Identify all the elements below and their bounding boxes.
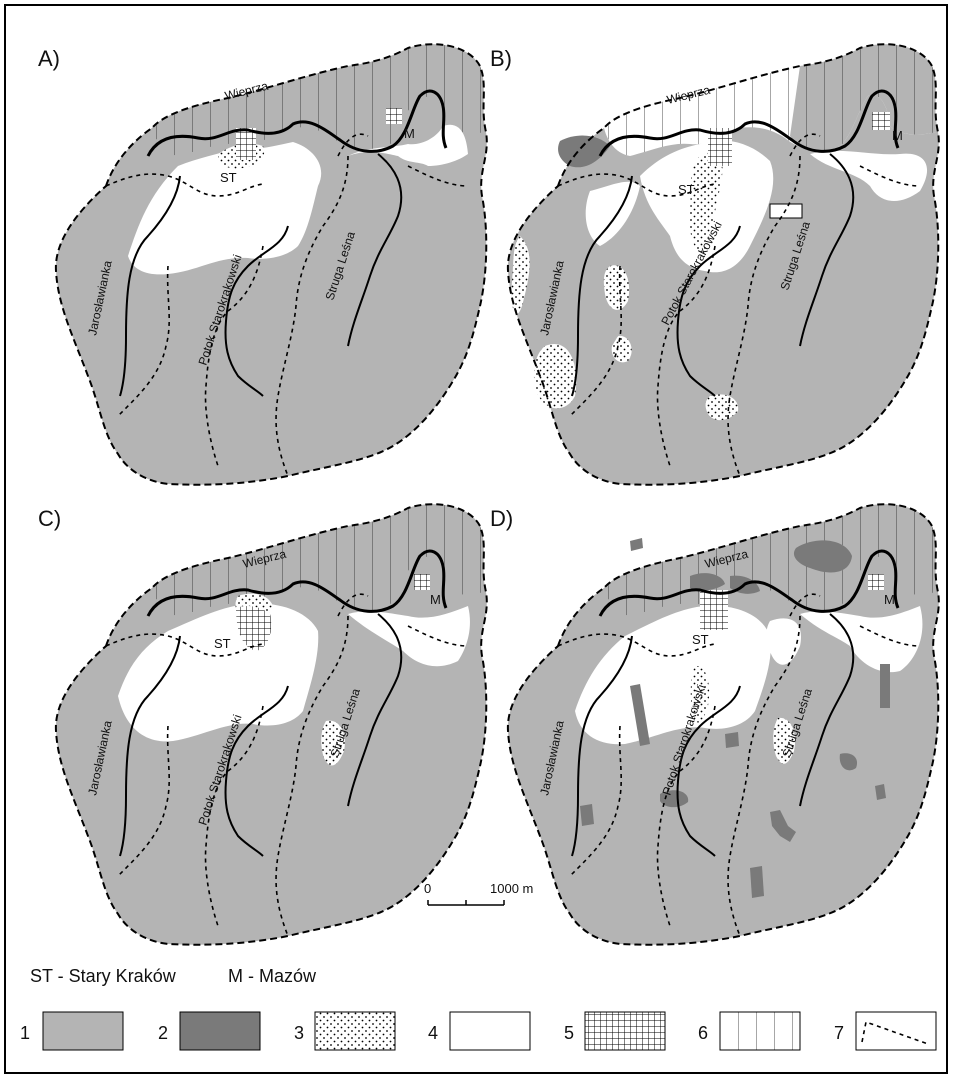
legend-num-1: 1	[20, 1023, 30, 1043]
town-label-m: M	[404, 126, 415, 141]
abbr-m: M - Mazów	[228, 966, 317, 986]
town-label-m: M	[884, 592, 895, 607]
legend-item-6: 6	[698, 1011, 801, 1051]
town-label-st: ST	[678, 182, 695, 197]
panel-b-label: B)	[490, 46, 512, 71]
figure-frame	[4, 4, 948, 1074]
panel-a-label: A)	[38, 46, 60, 71]
legend-num-2: 2	[158, 1023, 168, 1043]
abbr-st: ST - Stary Kraków	[30, 966, 177, 986]
town-label-st: ST	[214, 636, 231, 651]
scale-label-length: 1000 m	[490, 881, 533, 896]
legend-num-5: 5	[564, 1023, 574, 1043]
legend-num-3: 3	[294, 1023, 304, 1043]
scale-bar: 0 1000 m	[424, 881, 533, 906]
town-label-st: ST	[220, 170, 237, 185]
town-label-st: ST	[692, 632, 709, 647]
panel-a: A) Wieprza Jarosławianka Potok Starokrak…	[38, 43, 488, 486]
legend-item-3: 3	[294, 1011, 396, 1051]
legend-item-5: 5	[564, 1011, 666, 1051]
town-label-m: M	[430, 592, 441, 607]
panel-d-label: D)	[490, 506, 513, 531]
legend-item-2: 2	[158, 1011, 261, 1051]
legend-num-7: 7	[834, 1023, 844, 1043]
legend: 1 2 3 4 5 6 7	[20, 1011, 937, 1051]
town-label-m: M	[892, 128, 903, 143]
panel-d: D) Wieprza Jarosławianka Potok Starokrak…	[490, 503, 940, 946]
panel-c: C) Wieprza Jarosławianka Potok Starokrak…	[38, 503, 488, 946]
legend-item-4: 4	[428, 1011, 531, 1051]
legend-item-7: 7	[834, 1011, 937, 1051]
panel-c-label: C)	[38, 506, 61, 531]
legend-item-1: 1	[20, 1011, 124, 1051]
scale-label-zero: 0	[424, 881, 431, 896]
legend-num-6: 6	[698, 1023, 708, 1043]
panel-b: B) Wieprza Jarosławianka Potok Starokrak…	[490, 43, 940, 486]
legend-num-4: 4	[428, 1023, 438, 1043]
